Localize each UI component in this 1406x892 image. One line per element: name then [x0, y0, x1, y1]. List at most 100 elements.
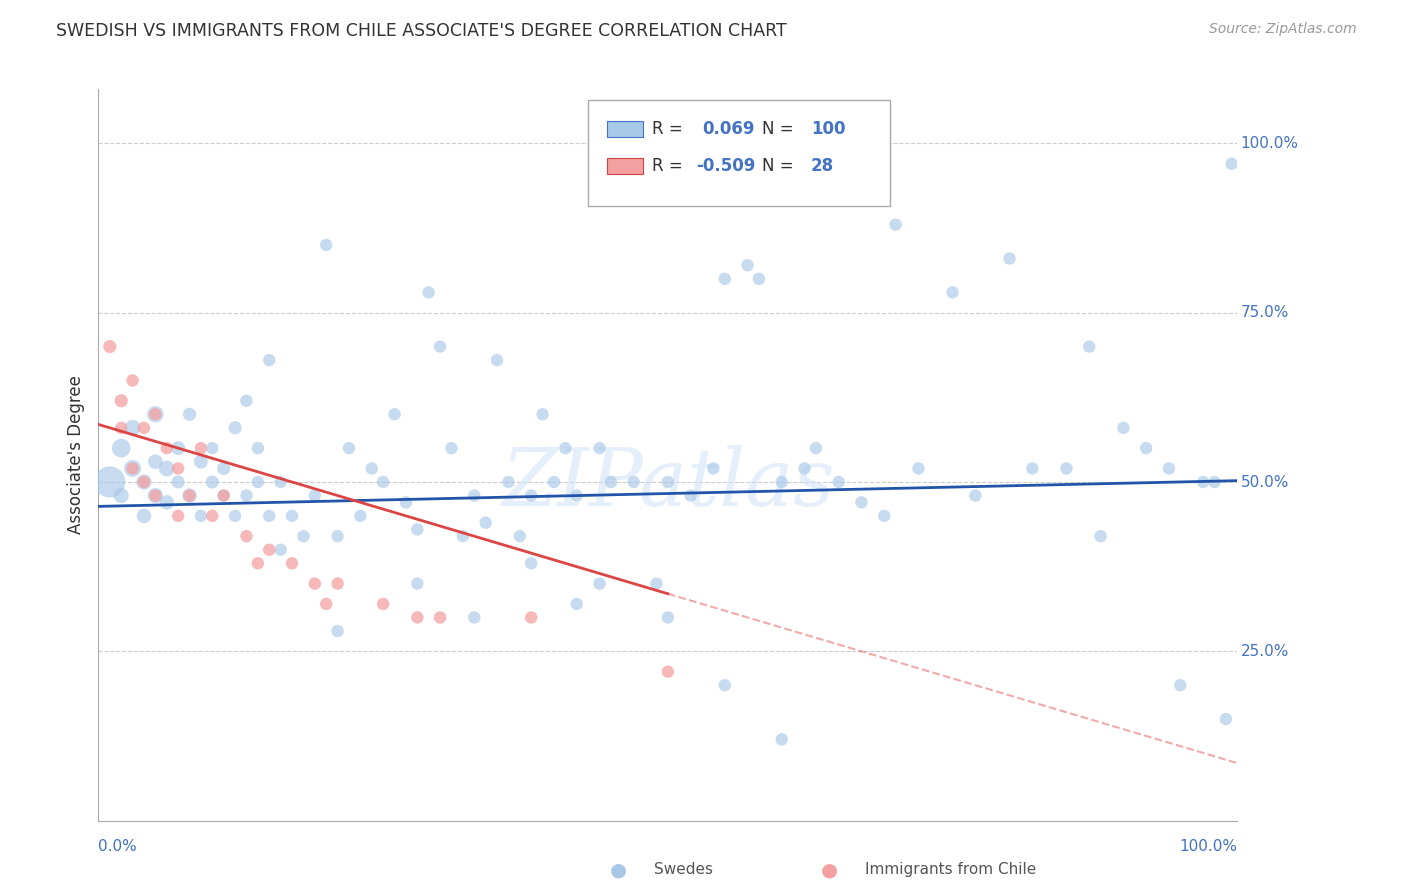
Point — [1215, 712, 1237, 726]
Point — [281, 556, 304, 570]
Text: 100.0%: 100.0% — [1240, 136, 1299, 151]
Point — [828, 475, 851, 489]
Point — [235, 489, 257, 503]
Point — [315, 238, 337, 252]
Point — [121, 421, 143, 435]
Point — [520, 610, 543, 624]
Point — [145, 455, 167, 469]
Point — [190, 441, 212, 455]
Text: N =: N = — [762, 120, 794, 138]
Point — [190, 455, 212, 469]
Point — [132, 508, 155, 523]
Point — [1078, 340, 1101, 354]
Point — [224, 508, 246, 523]
Point — [907, 461, 929, 475]
Point — [565, 597, 588, 611]
Text: Swedes: Swedes — [654, 863, 713, 877]
Point — [520, 556, 543, 570]
Point — [623, 475, 645, 489]
Point — [657, 475, 679, 489]
FancyBboxPatch shape — [607, 158, 643, 174]
Point — [179, 407, 201, 421]
Point — [657, 665, 679, 679]
Point — [770, 732, 793, 747]
Point — [326, 624, 349, 638]
Point — [543, 475, 565, 489]
Point — [406, 576, 429, 591]
Point — [588, 441, 610, 455]
Point — [1135, 441, 1157, 455]
Point — [121, 461, 143, 475]
Point — [132, 475, 155, 489]
Point — [110, 393, 132, 408]
Y-axis label: Associate's Degree: Associate's Degree — [66, 376, 84, 534]
Point — [121, 461, 143, 475]
Point — [201, 475, 224, 489]
Point — [873, 508, 896, 523]
Point — [440, 441, 463, 455]
Point — [224, 421, 246, 435]
Point — [451, 529, 474, 543]
Point — [588, 576, 610, 591]
Point — [270, 542, 292, 557]
Point — [167, 441, 190, 455]
Point — [418, 285, 440, 300]
Point — [486, 353, 509, 368]
Point — [270, 475, 292, 489]
Text: R =: R = — [651, 157, 682, 175]
Text: N =: N = — [762, 157, 794, 175]
Point — [520, 489, 543, 503]
Point — [531, 407, 554, 421]
Text: ZIPatlas: ZIPatlas — [501, 445, 835, 523]
Point — [179, 489, 201, 503]
Text: 50.0%: 50.0% — [1240, 475, 1289, 490]
Point — [1021, 461, 1043, 475]
Text: 100: 100 — [811, 120, 845, 138]
Text: -0.509: -0.509 — [696, 157, 755, 175]
Text: SWEDISH VS IMMIGRANTS FROM CHILE ASSOCIATE'S DEGREE CORRELATION CHART: SWEDISH VS IMMIGRANTS FROM CHILE ASSOCIA… — [56, 22, 787, 40]
Point — [292, 529, 315, 543]
Point — [167, 461, 190, 475]
Point — [1204, 475, 1226, 489]
Point — [360, 461, 382, 475]
Point — [156, 441, 179, 455]
Point — [645, 576, 668, 591]
Point — [98, 475, 121, 489]
Text: 25.0%: 25.0% — [1240, 644, 1289, 659]
Point — [965, 489, 987, 503]
Point — [884, 218, 907, 232]
FancyBboxPatch shape — [588, 100, 890, 206]
Point — [190, 508, 212, 523]
Point — [212, 461, 235, 475]
Point — [246, 475, 269, 489]
Point — [212, 489, 235, 503]
Point — [554, 441, 576, 455]
Point — [145, 489, 167, 503]
Point — [737, 258, 759, 272]
Point — [156, 461, 179, 475]
FancyBboxPatch shape — [607, 121, 643, 137]
Point — [201, 508, 224, 523]
Point — [770, 475, 793, 489]
Point — [304, 489, 326, 503]
Point — [304, 576, 326, 591]
Point — [748, 272, 770, 286]
Point — [1192, 475, 1215, 489]
Point — [179, 489, 201, 503]
Point — [259, 542, 281, 557]
Point — [1170, 678, 1192, 692]
Point — [600, 475, 623, 489]
Point — [395, 495, 418, 509]
Point — [371, 597, 394, 611]
Text: 0.069: 0.069 — [702, 120, 754, 138]
Point — [156, 495, 179, 509]
Point — [1112, 421, 1135, 435]
Point — [337, 441, 360, 455]
Point — [793, 461, 815, 475]
Point — [1090, 529, 1112, 543]
Point — [167, 475, 190, 489]
Text: ●: ● — [610, 860, 627, 880]
Point — [259, 353, 281, 368]
Point — [702, 461, 724, 475]
Point — [714, 272, 737, 286]
